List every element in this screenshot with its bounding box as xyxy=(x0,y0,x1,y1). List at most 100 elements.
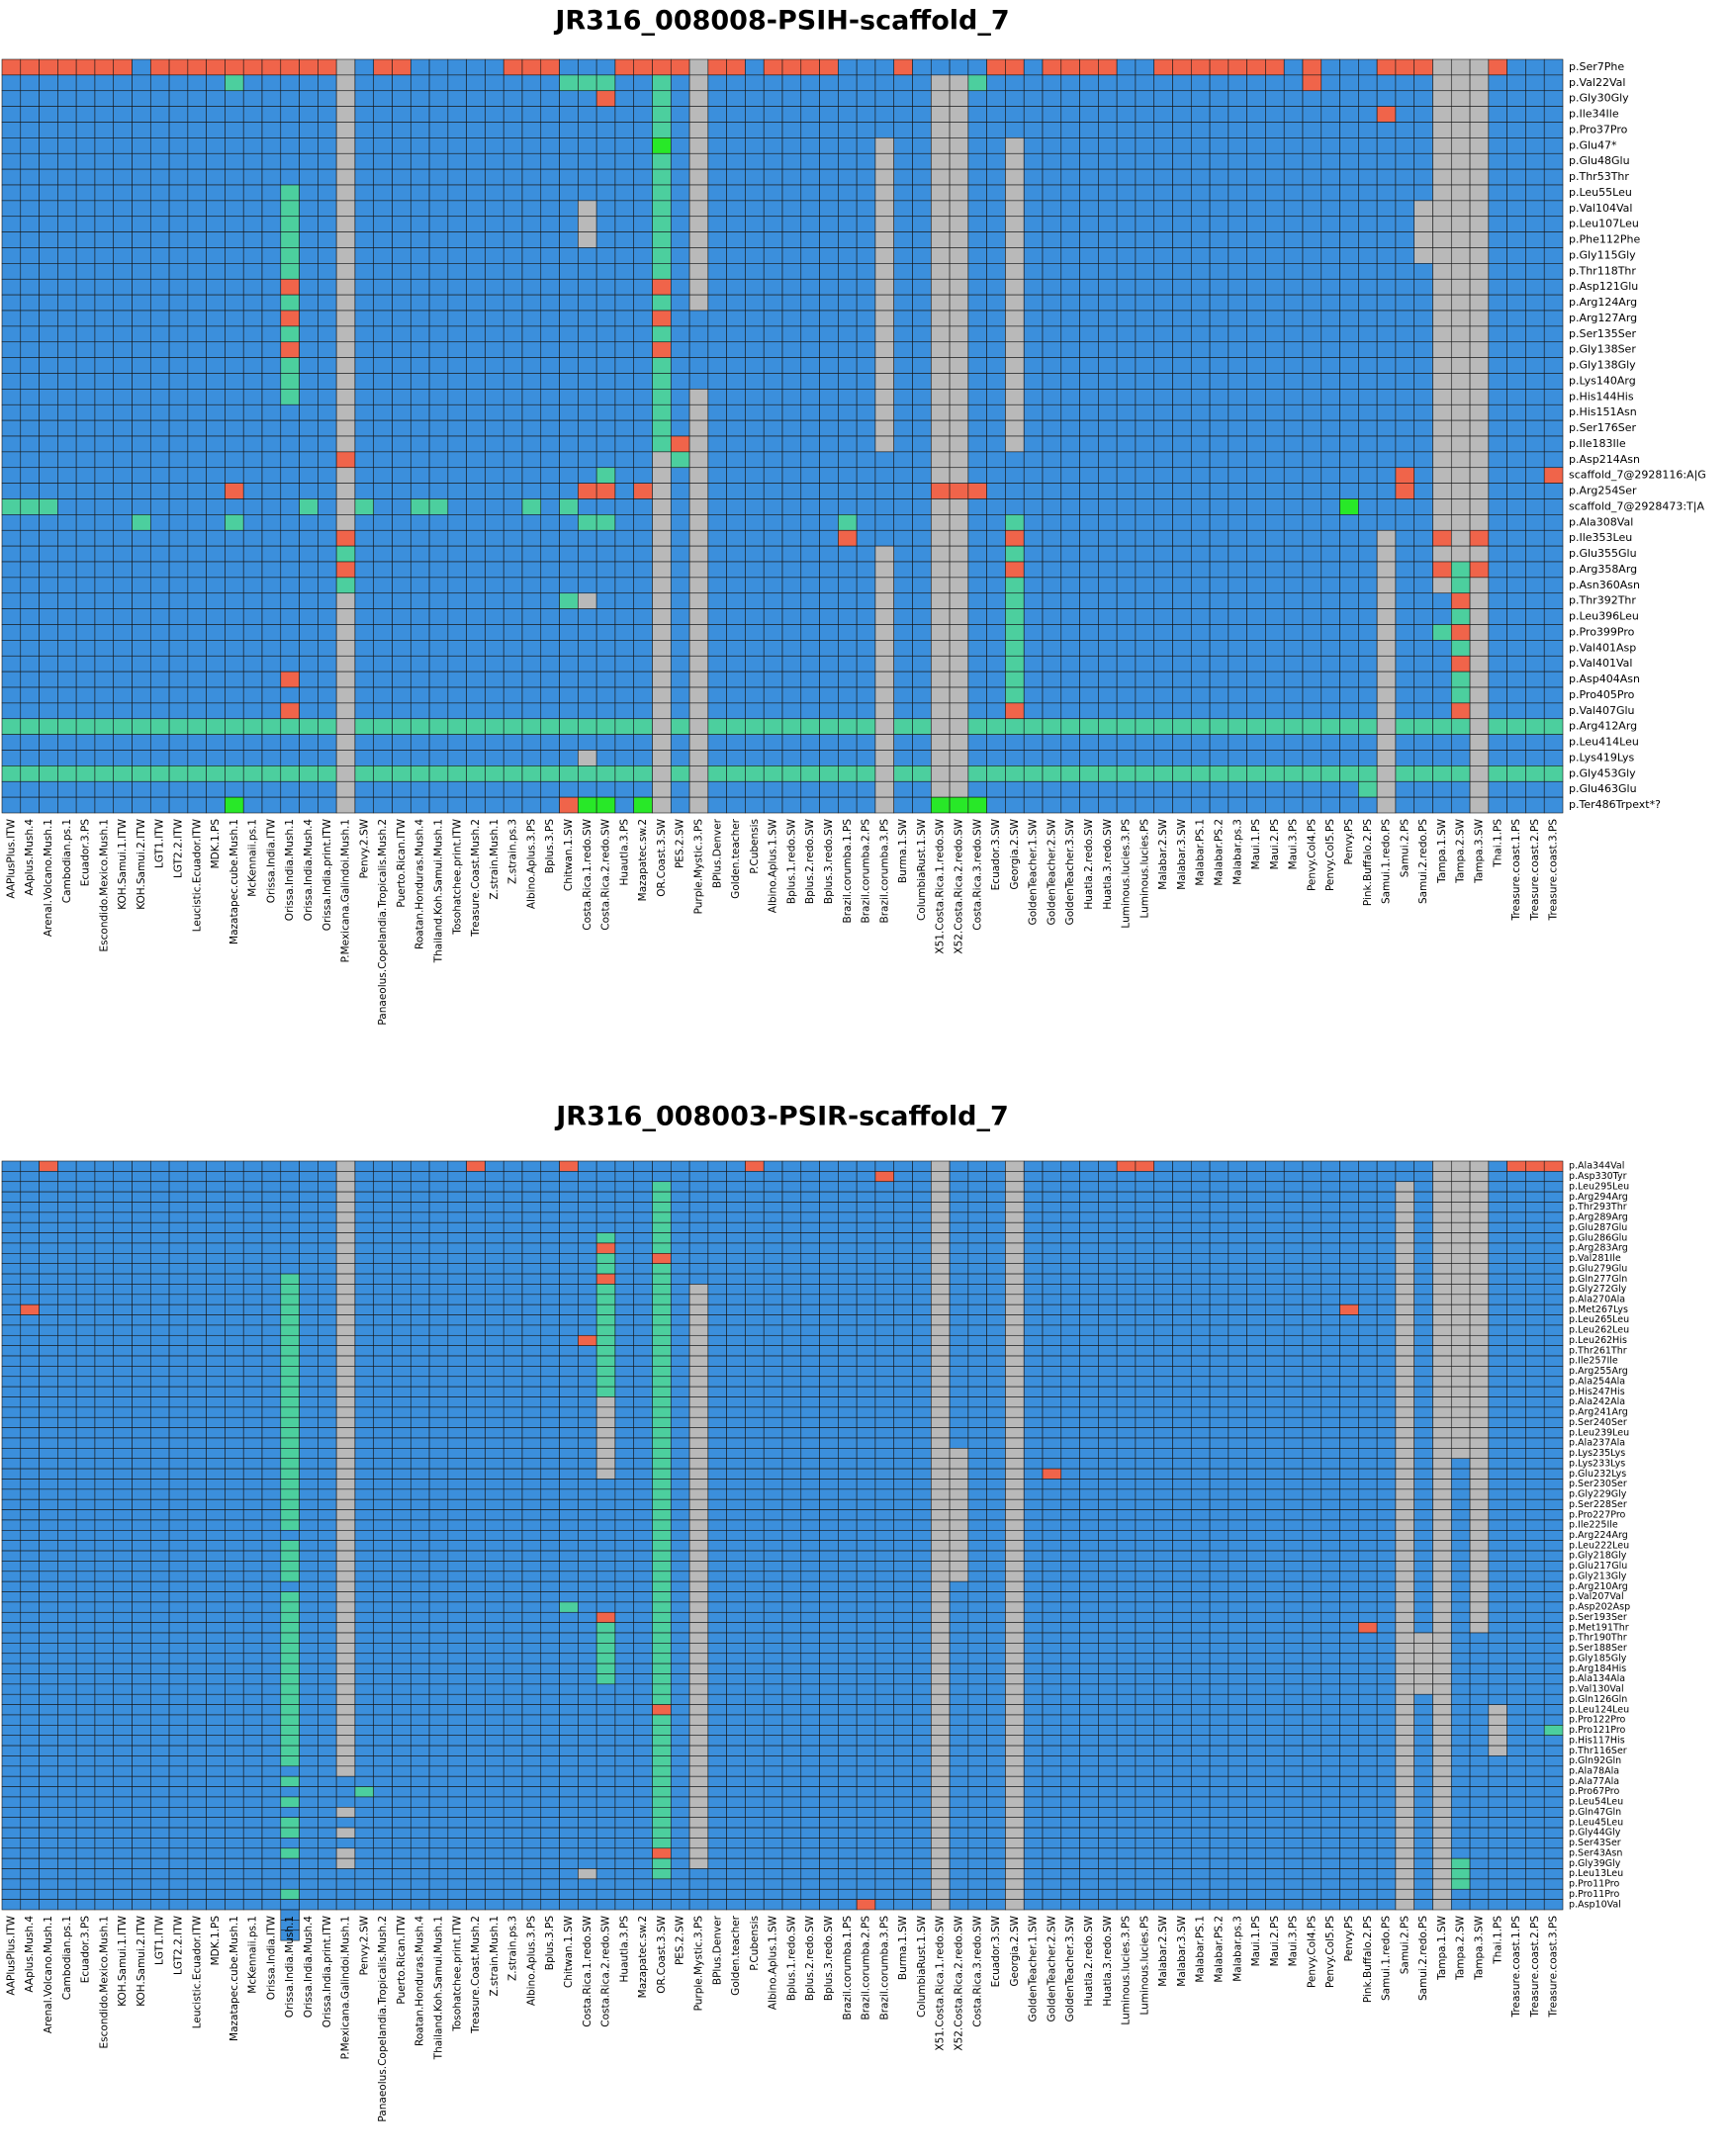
heatmap-cell xyxy=(149,1427,170,1439)
heatmap-cell xyxy=(819,168,839,186)
heatmap-cell xyxy=(912,498,932,515)
heatmap-cell xyxy=(578,577,597,594)
heatmap-cell xyxy=(1,1765,22,1777)
heatmap-cell xyxy=(75,1755,96,1767)
heatmap-cell xyxy=(149,1847,170,1859)
heatmap-cell xyxy=(1023,152,1044,170)
heatmap-cell xyxy=(187,780,207,798)
heatmap-cell xyxy=(1283,341,1304,358)
heatmap-cell xyxy=(428,796,449,814)
heatmap-cell xyxy=(521,90,542,107)
heatmap-cell xyxy=(168,419,189,437)
heatmap-cell xyxy=(745,577,765,594)
heatmap-cell xyxy=(280,624,300,641)
heatmap-cell xyxy=(1,1334,22,1346)
heatmap-cell xyxy=(373,624,393,641)
heatmap-cell xyxy=(1135,389,1155,405)
heatmap-cell xyxy=(1432,200,1452,218)
heatmap-cell xyxy=(1079,106,1099,123)
heatmap-cell xyxy=(149,263,170,280)
heatmap-cell xyxy=(1209,592,1230,609)
heatmap-cell xyxy=(149,1683,170,1695)
heatmap-cell xyxy=(132,1714,151,1726)
heatmap-cell xyxy=(1098,419,1118,437)
heatmap-cell xyxy=(75,1662,96,1674)
heatmap-cell xyxy=(75,1427,96,1439)
heatmap-cell xyxy=(1395,184,1415,202)
heatmap-cell xyxy=(113,1284,133,1296)
heatmap-cell xyxy=(595,341,616,358)
heatmap-cell xyxy=(168,90,189,107)
heatmap-cell xyxy=(763,325,783,343)
heatmap-cell xyxy=(354,624,375,641)
heatmap-cell xyxy=(800,357,820,374)
heatmap-cell xyxy=(373,404,393,421)
heatmap-cell xyxy=(540,702,560,720)
heatmap-cell xyxy=(1060,357,1080,374)
heatmap-cell xyxy=(206,451,226,469)
heatmap-cell xyxy=(745,184,765,202)
heatmap-cell xyxy=(187,1653,207,1664)
heatmap-cell xyxy=(39,655,58,673)
heatmap-cell xyxy=(1469,106,1490,123)
heatmap-cell xyxy=(280,529,300,547)
heatmap-cell xyxy=(1265,467,1285,484)
heatmap-cell xyxy=(819,419,839,437)
heatmap-cell xyxy=(20,1714,40,1726)
heatmap-cell xyxy=(1432,74,1452,92)
heatmap-cell xyxy=(206,419,226,437)
heatmap-cell xyxy=(1153,122,1173,138)
heatmap-cell xyxy=(149,1827,170,1839)
heatmap-cell xyxy=(57,325,77,343)
heatmap-cell xyxy=(39,1468,58,1480)
heatmap-cell xyxy=(392,592,411,609)
heatmap-cell xyxy=(318,58,337,76)
heatmap-cell xyxy=(280,655,300,673)
heatmap-cell xyxy=(410,608,430,625)
heatmap-cell xyxy=(1376,152,1397,170)
heatmap-cell xyxy=(688,200,709,218)
heatmap-cell xyxy=(447,152,467,170)
heatmap-cell xyxy=(206,608,226,625)
heatmap-cell xyxy=(1172,734,1192,751)
heatmap-cell xyxy=(225,216,244,232)
heatmap-cell xyxy=(540,294,560,312)
heatmap-cell xyxy=(39,483,58,499)
heatmap-cell xyxy=(113,1550,133,1562)
heatmap-cell xyxy=(800,419,820,437)
heatmap-cell xyxy=(225,671,244,688)
heatmap-cell xyxy=(540,389,560,405)
heatmap-cell xyxy=(113,734,133,751)
heatmap-cell xyxy=(39,702,58,720)
heatmap-cell xyxy=(726,686,746,704)
heatmap-cell xyxy=(1265,200,1285,218)
heatmap-cell xyxy=(132,168,151,186)
heatmap-cell xyxy=(800,545,820,563)
heatmap-cell xyxy=(1543,467,1564,484)
heatmap-cell xyxy=(187,310,207,327)
heatmap-cell xyxy=(1079,529,1099,547)
heatmap-cell xyxy=(1209,765,1230,782)
heatmap-cell xyxy=(20,1519,40,1531)
heatmap-cell xyxy=(1228,184,1247,202)
heatmap-cell xyxy=(299,341,319,358)
heatmap-cell xyxy=(540,278,560,296)
heatmap-cell xyxy=(149,1202,170,1213)
heatmap-cell xyxy=(149,1386,170,1397)
heatmap-cell xyxy=(763,514,783,531)
heatmap-cell xyxy=(652,483,672,499)
heatmap-cell xyxy=(1432,341,1452,358)
heatmap-cell xyxy=(187,655,207,673)
heatmap-cell xyxy=(1488,796,1507,814)
heatmap-cell xyxy=(1023,325,1044,343)
heatmap-cell xyxy=(1339,152,1359,170)
heatmap-cell xyxy=(1339,592,1359,609)
heatmap-cell xyxy=(1116,200,1137,218)
heatmap-cell xyxy=(132,467,151,484)
heatmap-cell xyxy=(502,389,523,405)
heatmap-cell xyxy=(149,702,170,720)
heatmap-cell xyxy=(206,373,226,390)
x-tick-label: BPlus.Denver xyxy=(711,818,723,888)
heatmap-cell xyxy=(595,231,616,248)
heatmap-cell xyxy=(540,624,560,641)
